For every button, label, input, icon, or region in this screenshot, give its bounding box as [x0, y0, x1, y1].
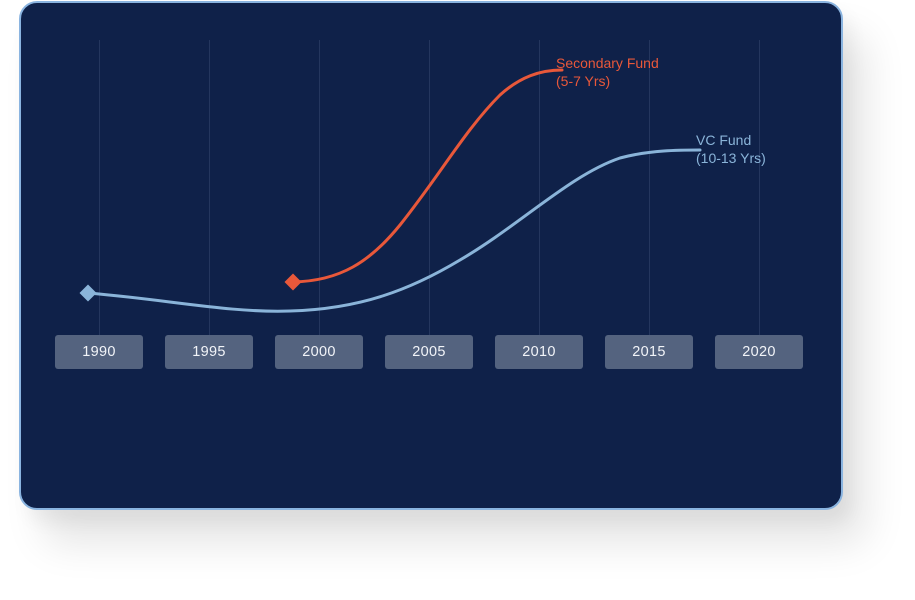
- vc-fund-label-duration: (10-13 Yrs): [696, 150, 766, 166]
- gridline-2010: [539, 40, 540, 336]
- year-label-2015: 2015: [605, 335, 693, 369]
- vc-fund-label: VC Fund (10-13 Yrs): [696, 131, 766, 167]
- vc-fund-line: [86, 148, 702, 313]
- gridline-2020: [759, 40, 760, 336]
- year-label-1990: 1990: [55, 335, 143, 369]
- secondary-fund-label-duration: (5-7 Yrs): [556, 73, 611, 89]
- vc-fund-label-name: VC Fund: [696, 132, 752, 148]
- year-label-2000: 2000: [275, 335, 363, 369]
- gridline-2000: [319, 40, 320, 336]
- vc-fund-start-marker: [79, 284, 97, 302]
- gridline-1995: [209, 40, 210, 336]
- secondary-fund-start-marker: [284, 273, 302, 291]
- year-label-2010: 2010: [495, 335, 583, 369]
- secondary-fund-label-name: Secondary Fund: [556, 55, 659, 71]
- gridline-1990: [99, 40, 100, 336]
- year-label-1995: 1995: [165, 335, 253, 369]
- gridline-2015: [649, 40, 650, 336]
- year-label-2020: 2020: [715, 335, 803, 369]
- secondary-fund-label: Secondary Fund (5-7 Yrs): [556, 54, 659, 90]
- secondary-fund-line: [291, 68, 564, 284]
- year-label-2005: 2005: [385, 335, 473, 369]
- chart-card: [19, 1, 843, 510]
